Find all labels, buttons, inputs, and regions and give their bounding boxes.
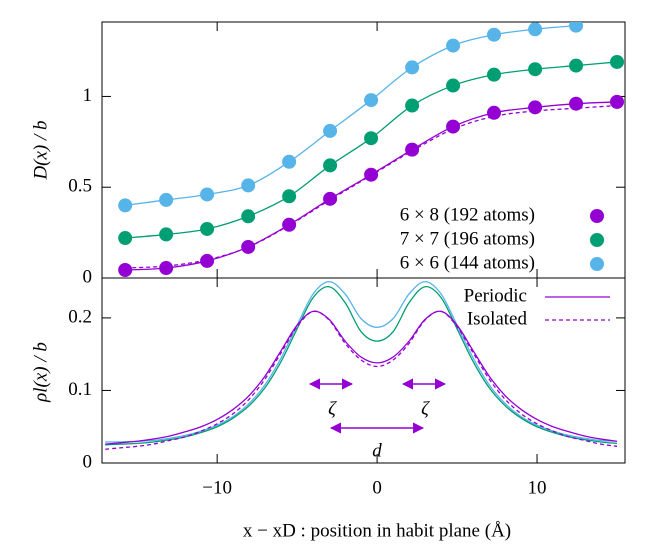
data-point xyxy=(569,58,584,73)
annotation-arrows xyxy=(308,378,447,434)
y-tick-label: 0.5 xyxy=(68,176,92,197)
data-point xyxy=(610,94,625,109)
plot-frame xyxy=(101,21,626,279)
data-point xyxy=(405,142,420,157)
legend-label: Isolated xyxy=(467,308,528,329)
plot-frame xyxy=(101,277,626,464)
data-point xyxy=(323,191,338,206)
data-point xyxy=(282,189,297,204)
data-point xyxy=(405,98,420,113)
x-axis-label: x − xD : position in habit plane (Å) xyxy=(243,520,511,541)
data-point xyxy=(569,96,584,111)
legend-label: 6 × 6 (144 atoms) xyxy=(400,252,535,273)
data-point xyxy=(405,60,420,75)
y-tick-label: 0.2 xyxy=(68,306,92,327)
x-tick-label: −10 xyxy=(202,477,232,498)
data-point xyxy=(323,123,338,138)
annotation: ζ xyxy=(421,398,430,419)
data-point xyxy=(118,198,133,213)
data-point xyxy=(282,154,297,169)
series-line xyxy=(125,101,618,271)
legend-label: 7 × 7 (196 atoms) xyxy=(400,228,535,249)
data-point xyxy=(487,67,502,82)
annotation: ζ xyxy=(328,398,337,419)
series-line xyxy=(125,61,618,239)
data-point xyxy=(528,100,543,115)
data-point xyxy=(569,22,584,33)
data-point xyxy=(200,187,215,202)
data-point xyxy=(159,227,174,242)
data-point xyxy=(528,62,543,77)
y-tick-label: 0 xyxy=(83,266,93,287)
legend-label: Periodic xyxy=(464,285,527,306)
data-point xyxy=(241,178,256,193)
plot-area xyxy=(118,22,625,278)
data-point xyxy=(159,261,174,276)
series-line xyxy=(105,310,618,450)
legend-label: 6 × 8 (192 atoms) xyxy=(400,204,535,225)
data-point xyxy=(200,221,215,236)
annotation: d xyxy=(372,440,382,461)
series-line xyxy=(105,310,618,445)
legend-marker xyxy=(590,257,604,271)
y-axis-label: D(x) / b xyxy=(30,120,51,180)
legend-marker xyxy=(590,209,604,223)
data-point xyxy=(200,253,215,268)
data-point xyxy=(118,263,133,278)
data-point xyxy=(446,38,461,53)
x-tick-label: 0 xyxy=(372,477,382,498)
y-tick-label: 0.1 xyxy=(68,379,92,400)
series-line xyxy=(105,280,618,443)
data-point xyxy=(364,131,379,146)
data-point xyxy=(446,78,461,93)
data-point xyxy=(487,27,502,42)
data-point xyxy=(528,22,543,37)
data-point xyxy=(282,217,297,232)
data-point xyxy=(241,209,256,224)
data-point xyxy=(241,239,256,254)
series-line xyxy=(125,24,577,207)
y-tick-label: 1 xyxy=(83,85,93,106)
plot-area xyxy=(105,280,618,450)
data-point xyxy=(159,192,174,207)
data-point xyxy=(364,93,379,108)
series-line xyxy=(125,104,618,269)
data-point xyxy=(323,158,338,173)
data-point xyxy=(118,231,133,246)
y-tick-label: 0 xyxy=(83,451,93,472)
y-axis-label: ρl(x) / b xyxy=(30,342,51,403)
x-tick-label: 10 xyxy=(528,477,547,498)
legend-marker xyxy=(590,233,604,247)
data-point xyxy=(610,54,625,69)
